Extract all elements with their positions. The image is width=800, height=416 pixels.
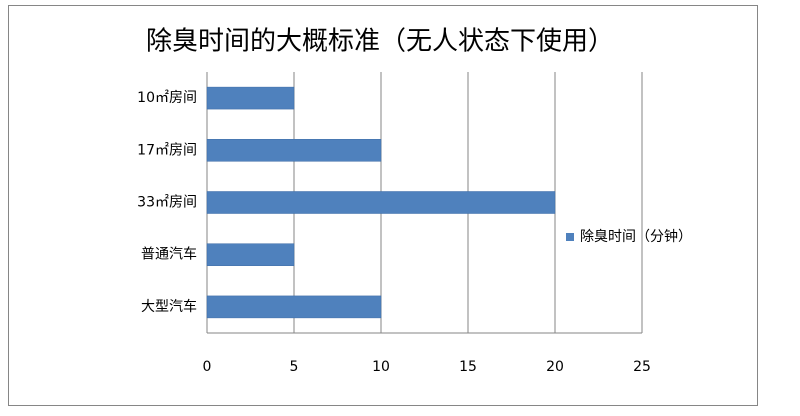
bar [206,243,295,266]
legend-label: 除臭时间（分钟） [580,228,692,245]
chart-title: 除臭时间的大概标准（无人状态下使用） [146,27,614,57]
y-tick-label: 17㎡房间 [137,142,197,158]
x-tick-label: 10 [372,359,390,375]
y-tick-label: 普通汽车 [141,246,197,263]
x-tick-label: 15 [459,359,477,375]
bar [206,86,295,110]
y-tick-label: 33㎡房间 [137,195,197,211]
x-tick-label: 0 [203,359,212,375]
y-tick-label: 大型汽车 [141,298,197,315]
x-tick-label: 25 [633,359,651,375]
bar [206,139,382,162]
y-tick-label: 10㎡房间 [137,90,197,106]
bar [206,295,382,319]
bar [206,191,556,214]
x-tick-label: 20 [546,359,564,375]
legend-swatch [566,233,574,241]
x-tick-label: 5 [290,359,299,375]
